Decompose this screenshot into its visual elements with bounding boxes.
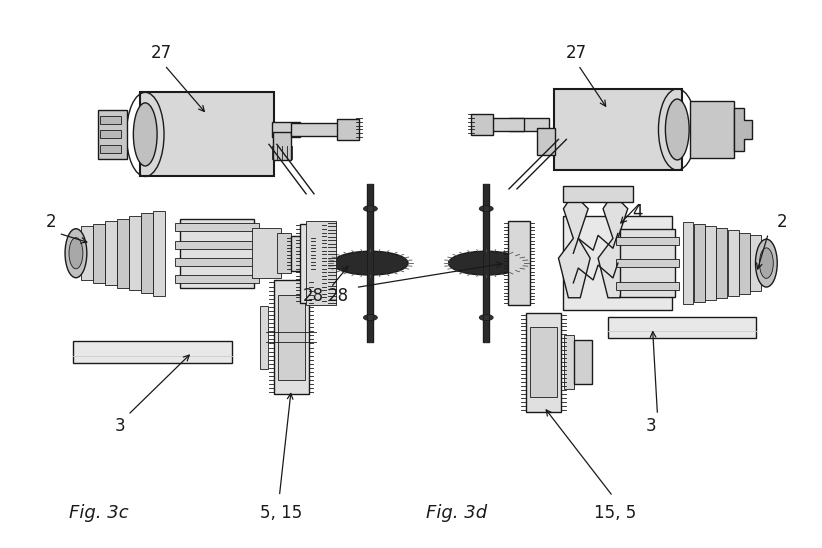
Bar — [484, 118, 524, 132]
Bar — [98, 110, 127, 159]
Bar — [175, 275, 259, 283]
Text: 3: 3 — [645, 417, 656, 435]
Bar — [260, 306, 268, 369]
Bar — [272, 122, 300, 138]
Bar — [100, 130, 121, 139]
Bar — [93, 224, 104, 283]
Text: 4: 4 — [633, 203, 644, 221]
Text: Fig. 3d: Fig. 3d — [426, 504, 487, 522]
Ellipse shape — [65, 229, 87, 278]
Bar — [175, 223, 259, 231]
Bar — [180, 219, 254, 288]
Text: 2: 2 — [776, 214, 787, 231]
Ellipse shape — [755, 239, 778, 287]
Text: Fig. 3c: Fig. 3c — [68, 504, 128, 522]
Bar — [129, 216, 141, 290]
Bar — [526, 312, 561, 412]
Bar — [175, 241, 259, 248]
Bar — [553, 89, 682, 170]
Bar — [739, 232, 750, 294]
Ellipse shape — [133, 103, 157, 166]
Text: 15, 5: 15, 5 — [594, 504, 636, 522]
Bar — [563, 216, 672, 310]
Ellipse shape — [479, 315, 493, 321]
Ellipse shape — [333, 251, 408, 275]
Bar — [291, 236, 311, 271]
Bar — [73, 341, 232, 363]
Bar — [563, 186, 633, 202]
Bar — [750, 235, 761, 292]
Text: 2: 2 — [46, 214, 57, 231]
Bar — [537, 128, 555, 155]
Bar — [616, 259, 679, 267]
Ellipse shape — [69, 238, 83, 269]
Polygon shape — [598, 194, 630, 298]
Bar — [141, 214, 153, 293]
Bar — [727, 231, 738, 296]
Bar — [81, 226, 93, 280]
Bar — [471, 113, 493, 135]
Ellipse shape — [363, 206, 377, 212]
Text: 28: 28 — [328, 287, 349, 305]
Bar — [153, 211, 164, 295]
Text: 27: 27 — [150, 44, 172, 62]
Ellipse shape — [760, 248, 774, 278]
Bar — [300, 224, 322, 302]
Bar — [530, 328, 557, 397]
Bar — [252, 229, 281, 278]
Bar — [277, 233, 291, 273]
Ellipse shape — [449, 251, 524, 275]
Bar — [705, 226, 716, 300]
Bar — [621, 230, 675, 297]
Text: 3: 3 — [115, 417, 126, 435]
Bar — [141, 93, 274, 176]
Bar — [306, 221, 335, 305]
Bar — [694, 224, 704, 302]
Text: 27: 27 — [566, 44, 587, 62]
Bar — [118, 219, 129, 288]
Ellipse shape — [363, 315, 377, 321]
Bar — [274, 281, 308, 394]
Bar — [690, 101, 734, 158]
Bar — [508, 221, 530, 305]
Bar — [682, 222, 693, 305]
Bar — [616, 282, 679, 289]
Ellipse shape — [479, 206, 493, 212]
Bar — [564, 335, 574, 389]
Ellipse shape — [665, 99, 689, 160]
Bar — [175, 258, 259, 266]
Bar — [337, 118, 359, 140]
Bar — [273, 133, 291, 160]
Bar — [100, 145, 121, 153]
Bar — [100, 116, 121, 123]
Polygon shape — [734, 108, 752, 151]
Bar — [717, 229, 727, 298]
Bar — [608, 317, 756, 338]
Bar — [616, 237, 679, 244]
Polygon shape — [558, 194, 590, 298]
Bar — [278, 295, 305, 380]
Bar — [574, 340, 592, 384]
Bar — [291, 123, 346, 136]
Bar — [509, 118, 548, 132]
Text: 28: 28 — [303, 287, 324, 305]
Text: 5, 15: 5, 15 — [260, 504, 302, 522]
Bar — [105, 221, 117, 285]
